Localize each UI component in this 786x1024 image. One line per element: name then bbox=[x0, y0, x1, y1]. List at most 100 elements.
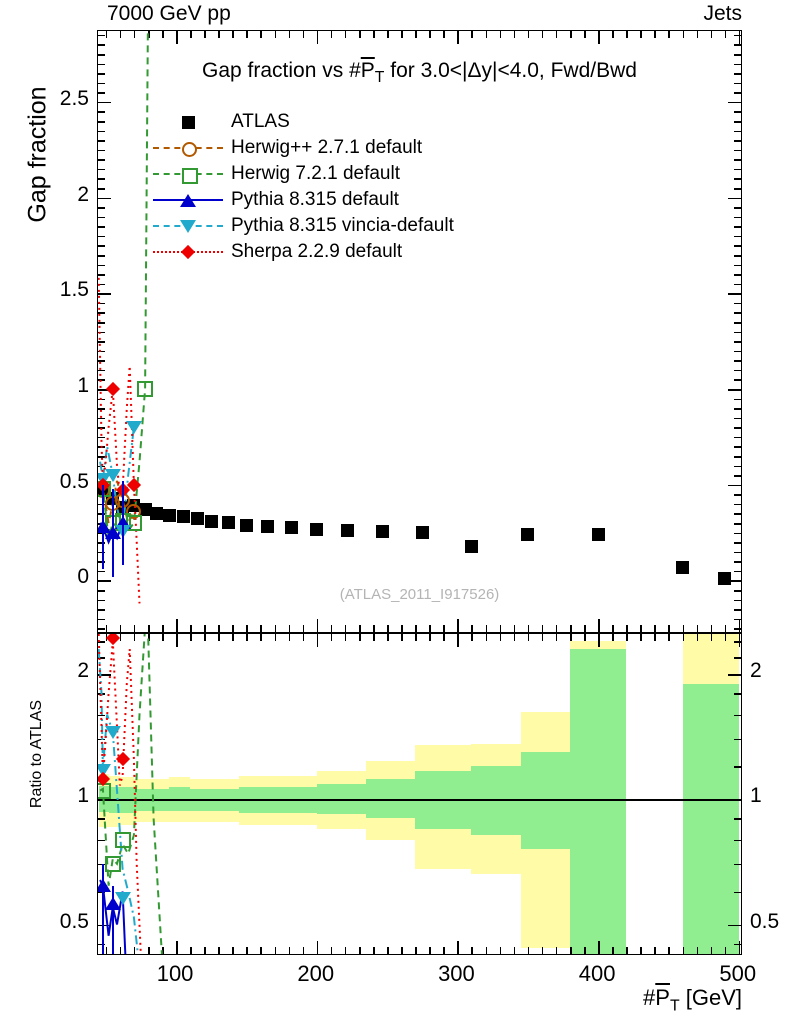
x-tick-minor bbox=[668, 625, 671, 632]
x-tick-minor bbox=[274, 31, 277, 38]
x-tick-label: 300 bbox=[438, 961, 475, 986]
x-tick-minor bbox=[499, 625, 502, 632]
x-tick-minor bbox=[288, 31, 291, 38]
legend-key-atlas bbox=[153, 109, 223, 135]
ratio-y-tick-minor bbox=[98, 714, 105, 717]
x-tick-minor bbox=[162, 947, 164, 954]
x-tick-major bbox=[176, 634, 178, 647]
y-tick-minor bbox=[98, 168, 105, 171]
data-point-atlas bbox=[376, 525, 390, 539]
y-tick-minor bbox=[734, 226, 741, 228]
x-tick-minor bbox=[387, 634, 389, 641]
y-tick-minor bbox=[98, 570, 105, 573]
x-tick-minor bbox=[541, 625, 544, 632]
data-point-diamond bbox=[105, 381, 120, 397]
legend-item-herwig7[interactable]: Herwig 7.2.1 default bbox=[153, 161, 454, 187]
triangle-down-icon bbox=[180, 220, 196, 233]
x-tick-minor bbox=[232, 947, 234, 954]
legend-item-herwigpp[interactable]: Herwig++ 2.7.1 default bbox=[153, 135, 454, 161]
x-tick-major bbox=[598, 31, 600, 44]
x-tick-minor bbox=[626, 634, 628, 641]
legend-label: Herwig++ 2.7.1 default bbox=[231, 137, 423, 158]
x-tick-label: 500 bbox=[719, 961, 757, 986]
y-tick-minor bbox=[98, 436, 105, 439]
error-bar bbox=[101, 484, 104, 569]
legend-item-pythia[interactable]: Pythia 8.315 default bbox=[153, 187, 454, 213]
x-tick-minor bbox=[147, 947, 150, 954]
y-tick-minor bbox=[734, 398, 741, 401]
data-point-square-open bbox=[137, 380, 154, 397]
x-tick-minor bbox=[499, 634, 502, 641]
x-tick-minor bbox=[527, 947, 530, 954]
data-point-atlas bbox=[162, 508, 176, 522]
x-tick-minor bbox=[471, 947, 474, 954]
data-point-atlas bbox=[521, 527, 535, 541]
x-tick-major bbox=[738, 619, 741, 632]
legend-key-herwigpp bbox=[153, 135, 223, 161]
y-tick-minor bbox=[98, 274, 105, 276]
x-tick-minor bbox=[443, 31, 445, 38]
y-tick-minor bbox=[98, 369, 105, 372]
data-point-triangle-down bbox=[104, 469, 121, 483]
x-tick-minor bbox=[218, 947, 220, 954]
y-tick-major bbox=[728, 197, 741, 200]
error-bar bbox=[111, 488, 114, 577]
y-tick-minor bbox=[98, 398, 105, 401]
x-tick-minor bbox=[499, 947, 502, 954]
x-tick-minor bbox=[401, 31, 403, 38]
x-tick-minor bbox=[640, 947, 642, 954]
y-tick-minor bbox=[98, 235, 105, 238]
triangle-up-icon bbox=[180, 194, 196, 207]
y-tick-minor bbox=[734, 494, 741, 496]
x-tick-minor bbox=[584, 625, 586, 632]
ratio-y-tick-major bbox=[728, 799, 741, 801]
x-tick-minor bbox=[119, 947, 122, 954]
x-tick-minor bbox=[373, 634, 375, 641]
legend-item-vincia[interactable]: Pythia 8.315 vincia-default bbox=[153, 213, 454, 239]
legend: ATLAS Herwig++ 2.7.1 default Herwig 7.2.… bbox=[153, 109, 454, 265]
ratio-point-triangle-down bbox=[114, 891, 131, 905]
y-tick-minor bbox=[734, 73, 741, 75]
x-tick-minor bbox=[724, 947, 727, 954]
x-tick-minor bbox=[682, 634, 685, 641]
y-tick-minor bbox=[98, 379, 105, 381]
y-tick-minor bbox=[734, 168, 741, 171]
x-tick-minor bbox=[358, 625, 361, 632]
ratio-y-tick-major bbox=[98, 674, 111, 676]
x-tick-major bbox=[457, 31, 460, 44]
legend-item-sherpa[interactable]: Sherpa 2.2.9 default bbox=[153, 239, 454, 265]
y-tick-minor bbox=[98, 283, 105, 286]
x-tick-minor bbox=[218, 625, 220, 632]
uncertainty-band-inner bbox=[365, 778, 416, 819]
plot-title: Gap fraction vs #PT for 3.0<|Δy|<4.0, Fw… bbox=[202, 59, 637, 87]
main-y-tick-label: 1 bbox=[77, 373, 89, 397]
x-tick-minor bbox=[584, 947, 586, 954]
x-tick-minor bbox=[555, 625, 558, 632]
data-point-atlas bbox=[341, 524, 355, 538]
uncertainty-band-inner bbox=[169, 787, 191, 811]
x-tick-minor bbox=[429, 31, 431, 38]
x-tick-minor bbox=[415, 947, 417, 954]
legend-item-atlas[interactable]: ATLAS bbox=[153, 109, 454, 135]
legend-label: Pythia 8.315 vincia-default bbox=[231, 215, 454, 236]
x-tick-minor bbox=[274, 634, 277, 641]
y-tick-minor bbox=[98, 159, 105, 161]
x-tick-minor bbox=[260, 625, 263, 632]
ratio-y-tick-minor bbox=[734, 714, 741, 717]
ratio-y-tick-minor bbox=[98, 839, 105, 842]
x-tick-minor bbox=[344, 634, 347, 641]
y-tick-minor bbox=[734, 82, 741, 85]
x-tick-minor bbox=[387, 31, 389, 38]
header-beam-label: 7000 GeV pp bbox=[107, 2, 231, 25]
x-tick-minor bbox=[640, 31, 642, 38]
y-tick-minor bbox=[734, 283, 741, 286]
main-y-tick-label: 2.5 bbox=[59, 86, 89, 110]
x-tick-minor bbox=[204, 947, 206, 954]
square-filled-icon bbox=[182, 116, 195, 129]
y-tick-minor bbox=[734, 207, 741, 209]
y-tick-major bbox=[728, 580, 741, 582]
y-tick-minor bbox=[98, 408, 105, 410]
x-tick-label: 200 bbox=[297, 961, 335, 986]
data-point-atlas bbox=[676, 560, 689, 574]
ratio-point-triangle-down bbox=[104, 726, 121, 740]
